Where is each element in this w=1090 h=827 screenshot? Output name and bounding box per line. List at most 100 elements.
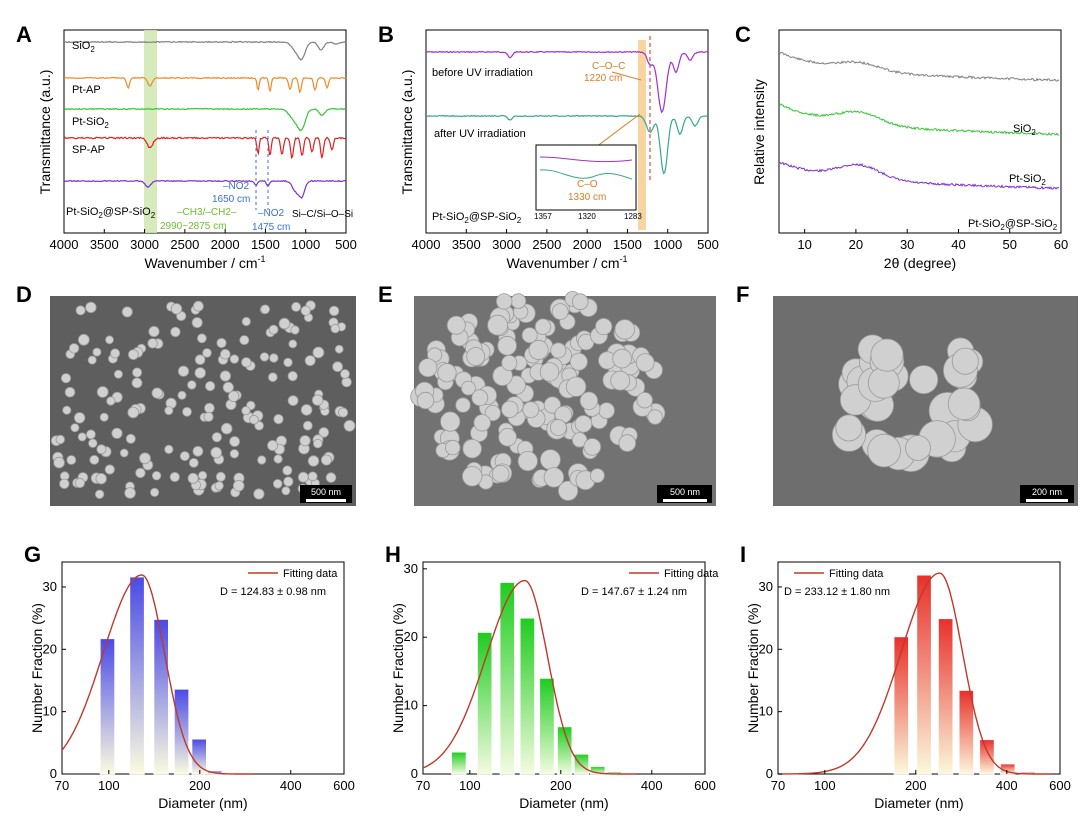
sem-d-particle	[106, 396, 116, 406]
sem-e-particle	[579, 391, 599, 411]
hist-bar	[916, 574, 932, 775]
hist-y-tick-label: 20	[43, 641, 57, 656]
scalebar-f	[1026, 499, 1068, 502]
sem-d-particle	[164, 444, 174, 454]
sem-e-particle	[466, 347, 486, 366]
sem-e-particle	[610, 370, 631, 391]
sem-e-particle	[471, 389, 489, 407]
sem-e-particle	[595, 317, 613, 336]
sem-e-particle	[501, 354, 518, 371]
sem-e-particle	[497, 335, 517, 356]
sem-d-particle	[95, 473, 107, 485]
hist-x-tick-label: 400	[996, 778, 1018, 793]
hist-y-tick-label: 30	[404, 561, 418, 576]
sem-e-particle	[473, 414, 491, 432]
sem-d-particle	[191, 317, 203, 329]
sem-d-particle	[99, 412, 109, 422]
panel-c-x-tick-label: 30	[900, 237, 914, 252]
inset-after-trace	[539, 169, 633, 180]
sem-e-particle	[416, 391, 435, 410]
trace-before-uv	[425, 50, 709, 114]
sem-d-particle	[74, 477, 86, 489]
sem-d-particle	[92, 347, 102, 357]
sem-e-particle	[510, 293, 527, 309]
sem-d-particle	[227, 390, 240, 403]
panel-a-x-tick-label: 3000	[130, 237, 159, 252]
ann-co: C–O	[577, 179, 598, 190]
hist-y-tick-label: 10	[759, 704, 773, 719]
label-pt-ap: Pt-AP	[72, 84, 101, 96]
sem-e-particle	[521, 327, 538, 344]
sem-d-particle	[269, 353, 279, 363]
panel-a-x-tick-label: 1500	[251, 237, 280, 252]
sem-d-particle	[287, 370, 298, 382]
ann-no2-b-value: 1475 cm	[252, 222, 290, 233]
sem-d-particle	[272, 478, 283, 489]
hist-bar	[476, 632, 493, 775]
panel-f-label: F	[736, 282, 749, 307]
sem-d-particle	[290, 325, 300, 335]
hist-bar	[938, 618, 954, 775]
sem-e-particle	[498, 427, 517, 447]
panel-b-x-tick-label: 4000	[412, 237, 441, 252]
sem-e-particle	[612, 348, 632, 369]
panel-c-ylabel: Relative intensity	[751, 79, 767, 185]
panel-a-frame	[63, 29, 347, 234]
legend-fit-label: Fitting data	[664, 568, 719, 580]
panel-c-label: C	[735, 22, 751, 47]
panel-a-x-tick-label: 2000	[211, 237, 240, 252]
trace-sp-ap	[63, 136, 347, 160]
sem-e-particle	[539, 362, 560, 382]
sem-d-particle	[86, 429, 96, 440]
sem-d-particle	[267, 372, 278, 383]
hist-y-tick-label: 30	[759, 579, 773, 594]
panel-a-x-tick-label: 4000	[50, 237, 79, 252]
ann-ch-group: –CH3/–CH2–	[177, 207, 237, 218]
sem-d-particle	[66, 455, 77, 465]
scalebar-e	[663, 499, 707, 502]
sem-d-particle	[55, 434, 66, 445]
sem-f-particle	[951, 347, 979, 375]
hist-x-tick-label: 400	[641, 778, 663, 793]
label-pt-sio2-sp-sio2: Pt-SiO2@SP-SiO2	[66, 206, 156, 220]
scalebar-e-bg	[657, 485, 712, 503]
sem-d-particle	[216, 337, 227, 349]
panel-g: G 70 100 200 400 600 0 10 20 30 Diameter (nm) Numbe…	[24, 542, 355, 811]
sem-e-particle	[636, 392, 653, 409]
sem-d-particle	[287, 395, 299, 407]
hist-x-tick-label: 400	[280, 778, 302, 793]
sem-e-particle	[598, 402, 615, 419]
legend-fit-label: Fitting data	[283, 568, 338, 580]
panel-c-x-tick-label: 20	[849, 237, 863, 252]
scalebar-e-label: 500 nm	[670, 487, 700, 497]
sem-d-particle	[253, 488, 265, 500]
panel-b-xlabel: Wavenumber / cm-1	[506, 254, 627, 271]
sem-e-particle	[491, 464, 510, 483]
ann-coc: C–O–C	[592, 61, 625, 72]
sem-d-particle	[278, 317, 291, 330]
hist-y-tick-label: 10	[43, 704, 57, 719]
sem-d-particle	[85, 301, 97, 314]
hist-bar	[893, 636, 909, 775]
panel-e: E 500 nm	[378, 282, 716, 506]
trace-pt-sio2	[63, 107, 347, 131]
hist-x-tick-label: 70	[416, 778, 430, 793]
label-after: after UV irradiation	[434, 128, 526, 140]
label-b-sample: Pt-SiO2@SP-SiO2	[432, 211, 522, 225]
panel-b-x-tick-label: 1500	[613, 237, 642, 252]
sem-e-particle	[487, 314, 509, 336]
sem-e-particle	[543, 467, 565, 488]
co-pointer	[595, 113, 641, 148]
sem-d-particle	[150, 487, 160, 497]
panel-e-label: E	[378, 282, 393, 307]
sem-d-particle	[205, 380, 216, 392]
fit-curve	[778, 572, 1051, 775]
sem-d-particle	[343, 419, 356, 432]
sem-d-particle	[337, 407, 349, 418]
sem-image-f	[773, 296, 1078, 506]
sem-d-particle	[111, 427, 123, 439]
sem-d-particle	[283, 357, 293, 368]
hist-y-tick-label: 0	[411, 766, 418, 781]
panel-b-x-tick-label: 2000	[573, 237, 602, 252]
